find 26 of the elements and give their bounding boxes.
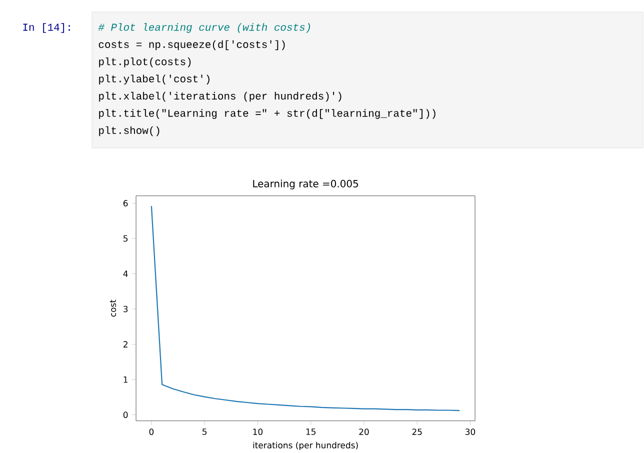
y-tick-label: 2 bbox=[123, 340, 128, 348]
x-tick-label: 15 bbox=[306, 428, 316, 435]
x-tick-label: 5 bbox=[202, 428, 207, 435]
x-tick-label: 20 bbox=[359, 428, 369, 435]
x-tick-label: 0 bbox=[149, 428, 154, 435]
text: costs = np.squeeze(d['costs']) bbox=[98, 40, 285, 50]
x-axis-title: iterations (per hundreds) bbox=[253, 442, 358, 450]
text: In [14]: bbox=[23, 22, 70, 33]
y-tick-label: 0 bbox=[123, 411, 128, 418]
y-axis-title: cost bbox=[110, 300, 116, 316]
text: # Plot learning curve (with costs) bbox=[98, 22, 310, 33]
y-tick-label: 1 bbox=[124, 376, 128, 382]
y-tick-label: 3 bbox=[124, 306, 128, 312]
text: plt.ylabel('cost') bbox=[99, 74, 210, 84]
text: plt.plot(costs) bbox=[99, 57, 191, 68]
text: plt.show() bbox=[99, 126, 160, 136]
text: plt.xlabel('iterations (per hundreds)') bbox=[99, 92, 342, 102]
chart-title: Learning rate =0.005 bbox=[253, 180, 358, 190]
y-tick-label: 6 bbox=[123, 200, 128, 206]
x-tick-label: 25 bbox=[412, 428, 422, 435]
x-tick-label: 10 bbox=[253, 428, 263, 435]
y-tick-label: 5 bbox=[124, 235, 128, 242]
x-tick-label: 30 bbox=[466, 428, 476, 435]
y-tick-label: 4 bbox=[123, 270, 128, 277]
line-series bbox=[150, 205, 460, 411]
text: plt.title("Learning rate =" + str(d["learning_rate"])) bbox=[99, 108, 436, 119]
